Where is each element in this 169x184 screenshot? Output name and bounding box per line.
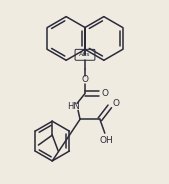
Text: HN: HN — [67, 102, 79, 111]
Text: OH: OH — [100, 136, 114, 145]
Text: O: O — [81, 75, 89, 84]
Text: O: O — [112, 99, 119, 108]
FancyBboxPatch shape — [75, 49, 95, 60]
Text: Abs: Abs — [79, 52, 91, 57]
Text: O: O — [101, 89, 108, 98]
